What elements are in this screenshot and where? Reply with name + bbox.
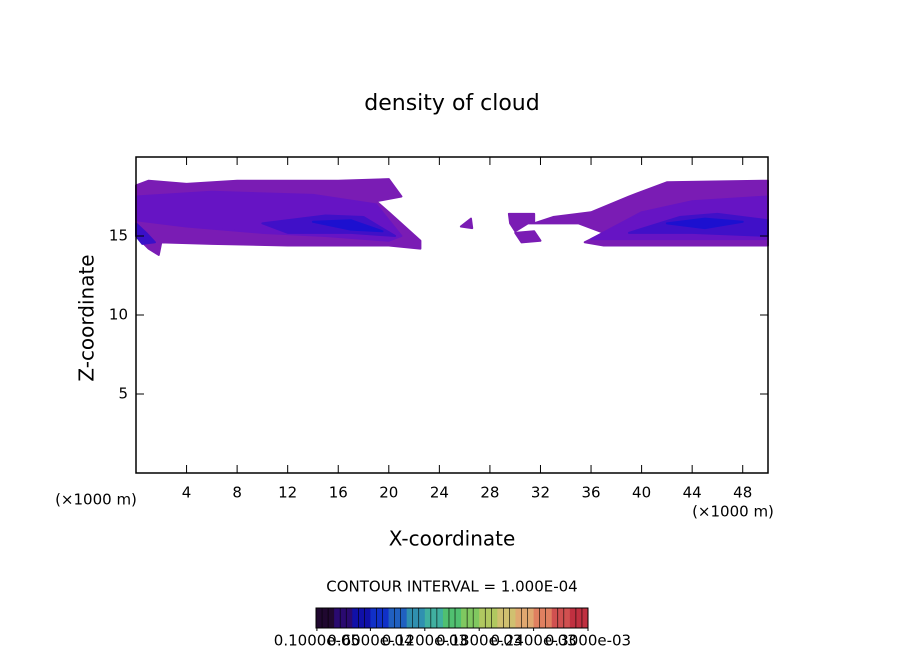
x-tick-label: 40 — [632, 484, 651, 502]
contour-interval: CONTOUR INTERVAL = 1.000E-04 — [326, 578, 577, 596]
colorbar-swatch — [569, 608, 589, 628]
x-tick-label: 20 — [379, 484, 398, 502]
contour-region — [665, 217, 744, 230]
colorbar-swatch — [406, 608, 426, 628]
x-tick-label: 28 — [480, 484, 499, 502]
colorbar-swatch — [515, 608, 535, 628]
colorbar-tick-label: 0.1800e-03 — [436, 632, 522, 650]
colorbar-swatch — [334, 608, 353, 628]
colorbar-swatch — [442, 608, 462, 628]
colorbar-swatch — [424, 608, 444, 628]
colorbar-swatch — [352, 608, 371, 628]
colorbar-tick-label: 0.6000e-04 — [327, 632, 413, 650]
x-tick-label: 48 — [733, 484, 752, 502]
x-tick-label: 36 — [581, 484, 600, 502]
colorbar-tick-label: 0.1000e-05 — [274, 632, 360, 650]
contour-region — [514, 230, 542, 244]
x-unit-label: (×1000 m) — [55, 491, 137, 509]
colorbar-tick-label: 0.3000e-03 — [545, 632, 631, 650]
contour-region — [311, 219, 384, 233]
y-tick-label: 15 — [109, 227, 128, 245]
x-tick-label: 16 — [329, 484, 348, 502]
y-tick-label: 10 — [109, 306, 128, 324]
colorbar-swatch — [479, 608, 498, 628]
colorbar-tick-label: 0.2400e-03 — [490, 632, 576, 650]
colorbar-swatch — [388, 608, 408, 628]
chart-title: density of cloud — [364, 91, 539, 116]
x-axis-title: X-coordinate — [389, 527, 516, 551]
colorbar-swatch — [533, 608, 553, 628]
x-tick-label: 4 — [182, 484, 192, 502]
contour-region — [459, 217, 474, 230]
x-tick-label: 8 — [232, 484, 242, 502]
colorbar-swatch — [316, 608, 335, 628]
x-tick-label: 44 — [683, 484, 702, 502]
colorbar-swatch — [461, 608, 480, 628]
y-tick-label: 5 — [118, 385, 128, 403]
x-tick-label: 32 — [531, 484, 550, 502]
colorbar-swatch — [551, 608, 571, 628]
x-unit-label: (×1000 m) — [692, 503, 774, 521]
colorbar-tick-label: 0.1200e-03 — [382, 632, 468, 650]
colorbar-swatch — [497, 608, 516, 628]
colorbar-frame — [315, 607, 589, 629]
x-tick-label: 12 — [278, 484, 297, 502]
y-axis-title: Z-coordinate — [75, 254, 99, 381]
x-tick-label: 24 — [430, 484, 449, 502]
colorbar-swatch — [370, 608, 390, 628]
